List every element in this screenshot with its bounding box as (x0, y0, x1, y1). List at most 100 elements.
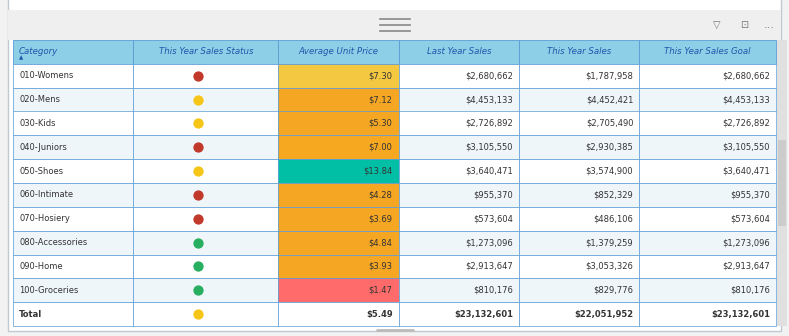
Text: $23,132,601: $23,132,601 (454, 309, 513, 319)
Text: $3,105,550: $3,105,550 (466, 143, 513, 152)
Bar (519, 207, 639, 231)
Bar (639, 135, 776, 159)
Text: $810,176: $810,176 (473, 286, 513, 295)
Text: $13.84: $13.84 (363, 167, 393, 176)
Bar (398, 207, 519, 231)
Text: $7.12: $7.12 (368, 95, 393, 104)
Bar (279, 254, 398, 278)
Bar (13, 40, 133, 64)
Bar (398, 254, 519, 278)
Text: ▲: ▲ (19, 55, 23, 60)
Text: $1,273,096: $1,273,096 (466, 238, 513, 247)
Text: This Year Sales: This Year Sales (547, 47, 611, 56)
Text: $573,604: $573,604 (730, 214, 770, 223)
Bar (279, 183, 398, 207)
Text: $3.93: $3.93 (368, 262, 393, 271)
Bar (279, 135, 398, 159)
Point (192, 216, 204, 221)
Text: 060-Intimate: 060-Intimate (19, 191, 73, 200)
Bar (398, 64, 519, 88)
Text: $2,726,892: $2,726,892 (722, 119, 770, 128)
Text: $2,726,892: $2,726,892 (466, 119, 513, 128)
Bar (8, 10, 781, 40)
Bar (13, 278, 133, 302)
Text: 090-Home: 090-Home (19, 262, 62, 271)
Bar (519, 88, 639, 112)
Bar (13, 64, 133, 88)
Bar (13, 112, 133, 135)
Text: Total: Total (19, 309, 43, 319)
Text: $4,453,133: $4,453,133 (466, 95, 513, 104)
Text: 100-Groceries: 100-Groceries (19, 286, 78, 295)
Text: This Year Sales Status: This Year Sales Status (159, 47, 253, 56)
Text: $5.30: $5.30 (368, 119, 393, 128)
Text: Category: Category (19, 47, 58, 56)
Text: Last Year Sales: Last Year Sales (427, 47, 491, 56)
Bar (639, 88, 776, 112)
Bar (519, 183, 639, 207)
Text: ...: ... (764, 20, 775, 30)
Text: $1,273,096: $1,273,096 (722, 238, 770, 247)
Point (192, 168, 204, 174)
Text: $486,106: $486,106 (593, 214, 634, 223)
Bar (519, 135, 639, 159)
Bar (133, 112, 279, 135)
Text: $3,574,900: $3,574,900 (585, 167, 634, 176)
Text: ▽: ▽ (713, 20, 720, 30)
Bar (639, 183, 776, 207)
Bar (398, 159, 519, 183)
Text: $810,176: $810,176 (730, 286, 770, 295)
Text: $3.69: $3.69 (368, 214, 393, 223)
Text: $955,370: $955,370 (473, 191, 513, 200)
Bar (398, 302, 519, 326)
Bar (279, 88, 398, 112)
Text: 030-Kids: 030-Kids (19, 119, 55, 128)
Bar (398, 88, 519, 112)
Point (192, 144, 204, 150)
Text: $1.47: $1.47 (368, 286, 393, 295)
Text: $829,776: $829,776 (593, 286, 634, 295)
Bar (133, 40, 279, 64)
Text: $4.84: $4.84 (368, 238, 393, 247)
Text: $4.28: $4.28 (368, 191, 393, 200)
Text: $2,913,647: $2,913,647 (466, 262, 513, 271)
Bar (133, 64, 279, 88)
Text: 070-Hosiery: 070-Hosiery (19, 214, 70, 223)
Text: $5.49: $5.49 (366, 309, 393, 319)
Bar (777, 40, 787, 326)
Text: $852,329: $852,329 (593, 191, 634, 200)
Text: $3,105,550: $3,105,550 (723, 143, 770, 152)
Bar (13, 135, 133, 159)
Text: $3,640,471: $3,640,471 (466, 167, 513, 176)
Bar (133, 278, 279, 302)
Bar (13, 231, 133, 254)
Bar (398, 135, 519, 159)
Text: $2,680,662: $2,680,662 (722, 71, 770, 80)
Bar (133, 254, 279, 278)
Bar (639, 207, 776, 231)
Text: 050-Shoes: 050-Shoes (19, 167, 63, 176)
Text: 020-Mens: 020-Mens (19, 95, 60, 104)
Text: $3,640,471: $3,640,471 (722, 167, 770, 176)
Bar (13, 254, 133, 278)
Bar (133, 159, 279, 183)
Bar (133, 88, 279, 112)
Bar (639, 159, 776, 183)
Text: 040-Juniors: 040-Juniors (19, 143, 67, 152)
Bar (133, 231, 279, 254)
Bar (519, 231, 639, 254)
Text: $573,604: $573,604 (473, 214, 513, 223)
Point (192, 288, 204, 293)
Bar (519, 112, 639, 135)
Bar (639, 278, 776, 302)
Bar (279, 40, 398, 64)
Bar (13, 183, 133, 207)
Bar (133, 207, 279, 231)
Bar (133, 183, 279, 207)
Bar (639, 40, 776, 64)
Bar (279, 302, 398, 326)
Text: This Year Sales Goal: This Year Sales Goal (664, 47, 751, 56)
Bar (398, 40, 519, 64)
Bar (279, 231, 398, 254)
Text: $4,452,421: $4,452,421 (586, 95, 634, 104)
